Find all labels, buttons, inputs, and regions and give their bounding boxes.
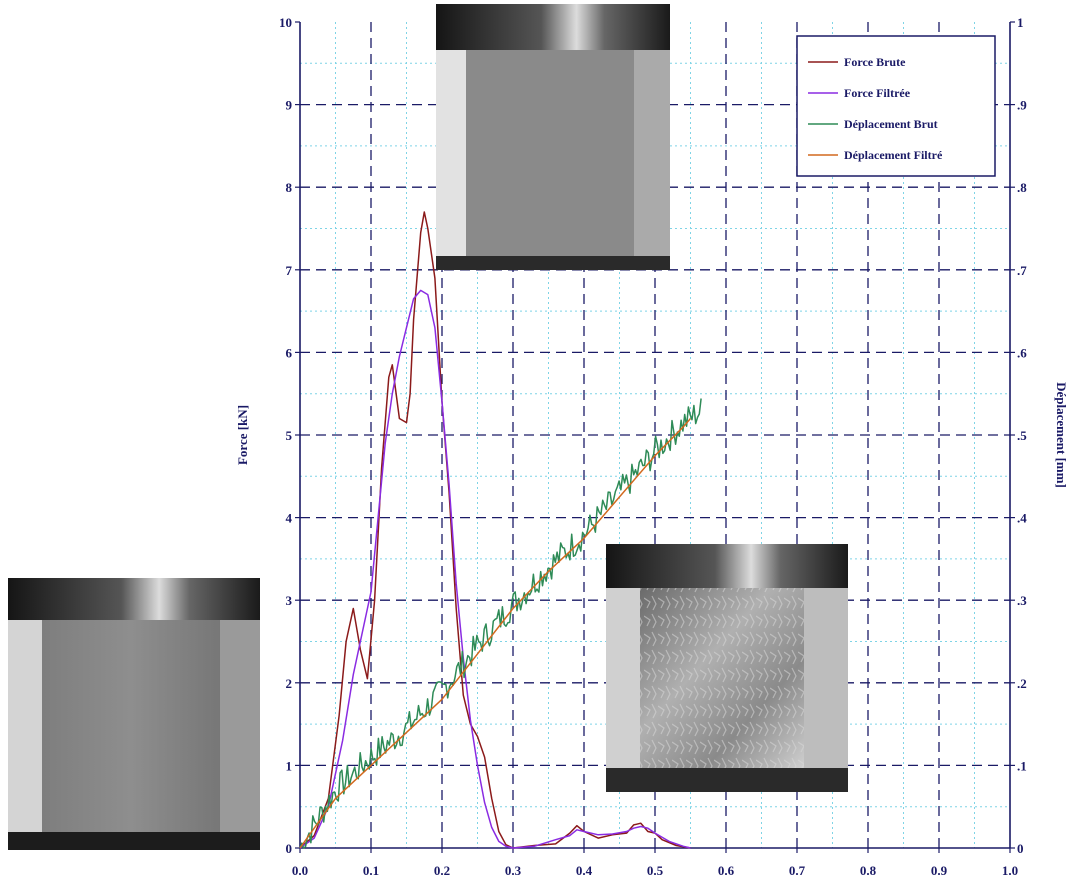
plot-area — [299, 211, 702, 849]
legend-label: Déplacement Brut — [844, 117, 938, 131]
y-left-tick-label: 4 — [286, 511, 293, 526]
series-line-3 — [299, 398, 702, 849]
series-line-1 — [299, 211, 691, 849]
y-right-tick-label: .8 — [1017, 180, 1027, 195]
y-right-tick-label: .4 — [1017, 511, 1027, 526]
y-left-tick-label: 2 — [286, 676, 293, 691]
y-left-tick-label: 10 — [279, 15, 292, 30]
y-left-tick-label: 0 — [286, 841, 293, 856]
y-right-tick-label: 0 — [1017, 841, 1024, 856]
y-right-tick-label: .1 — [1017, 758, 1027, 773]
series-line-4 — [299, 418, 692, 849]
y-left-tick-label: 5 — [286, 428, 293, 443]
x-tick-label: 1.0 — [1002, 863, 1018, 878]
series-line-2 — [299, 289, 691, 849]
legend-label: Force Filtrée — [844, 86, 911, 100]
y-left-tick-label: 7 — [286, 263, 293, 278]
y-right-tick-label: .2 — [1017, 676, 1027, 691]
y-left-tick-label: 8 — [286, 180, 293, 195]
x-tick-label: 0.7 — [789, 863, 806, 878]
y-right-tick-label: .6 — [1017, 345, 1027, 360]
x-tick-label: 0.3 — [505, 863, 522, 878]
y-right-tick-label: .7 — [1017, 263, 1027, 278]
y-left-axis-title: Force [kN] — [235, 405, 250, 465]
x-tick-label: 0.0 — [292, 863, 308, 878]
y-left-tick-label: 6 — [286, 345, 293, 360]
x-tick-label: 0.6 — [718, 863, 735, 878]
specimen-photo-initial — [8, 578, 260, 850]
x-tick-label: 0.9 — [931, 863, 948, 878]
specimen-photo-failure — [606, 544, 848, 792]
legend-label: Déplacement Filtré — [844, 148, 943, 162]
legend: Force Brute Force Filtrée Déplacement Brut… — [796, 35, 996, 177]
x-tick-label: 0.1 — [363, 863, 379, 878]
x-tick-label: 0.5 — [647, 863, 664, 878]
y-right-tick-label: .3 — [1017, 593, 1027, 608]
y-right-tick-label: .9 — [1017, 98, 1027, 113]
x-tick-label: 0.4 — [576, 863, 593, 878]
x-tick-label: 0.2 — [434, 863, 450, 878]
y-right-axis-title: Déplacement [mm] — [1054, 382, 1066, 488]
y-right-tick-label: .5 — [1017, 428, 1027, 443]
legend-label: Force Brute — [844, 55, 906, 69]
y-left-tick-label: 9 — [286, 98, 293, 113]
x-tick-label: 0.8 — [860, 863, 877, 878]
specimen-photo-peak — [436, 4, 670, 270]
y-right-tick-label: 1 — [1017, 15, 1024, 30]
y-left-tick-label: 1 — [286, 758, 293, 773]
axes: 0.0 0.1 0.2 0.3 0.4 0.5 0.6 0.7 0.8 0.9 1.00123456… — [279, 15, 1027, 878]
y-left-tick-label: 3 — [286, 593, 293, 608]
